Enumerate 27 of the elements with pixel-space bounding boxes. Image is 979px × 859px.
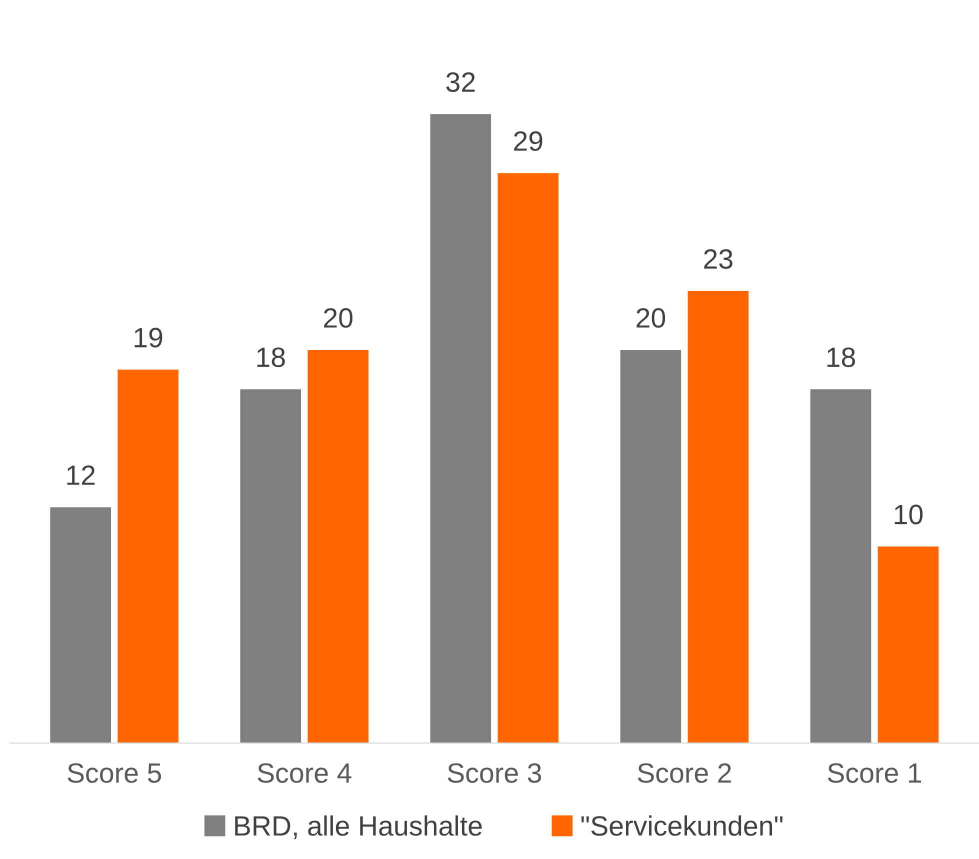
data-label: 32	[446, 72, 475, 92]
bar	[118, 370, 178, 744]
x-tick-label: Score 4	[258, 763, 352, 783]
bar	[430, 114, 492, 744]
bar	[308, 350, 368, 744]
data-label: 12	[67, 465, 95, 485]
data-label: 29	[514, 131, 542, 151]
x-tick-label: Score 2	[638, 763, 731, 783]
x-tick-label: Score 3	[448, 763, 542, 783]
bar	[810, 389, 872, 744]
data-label: 20	[324, 308, 352, 328]
bar	[498, 173, 559, 744]
bar	[620, 350, 682, 744]
data-label: 23	[704, 249, 732, 269]
x-tick-label: Score 1	[828, 763, 921, 783]
legend-label: BRD, alle Haushalte	[235, 815, 482, 840]
x-tick-label: Score 5	[68, 763, 162, 783]
legend-label: "Servicekunden"	[581, 815, 783, 836]
data-label: 10	[894, 504, 923, 524]
bar	[878, 546, 939, 744]
bar	[50, 507, 111, 744]
bar	[240, 389, 302, 744]
data-label: 18	[827, 347, 855, 368]
bar	[688, 291, 749, 744]
data-label: 19	[134, 328, 162, 348]
data-label: 20	[636, 308, 666, 328]
data-label: 18	[257, 347, 285, 368]
